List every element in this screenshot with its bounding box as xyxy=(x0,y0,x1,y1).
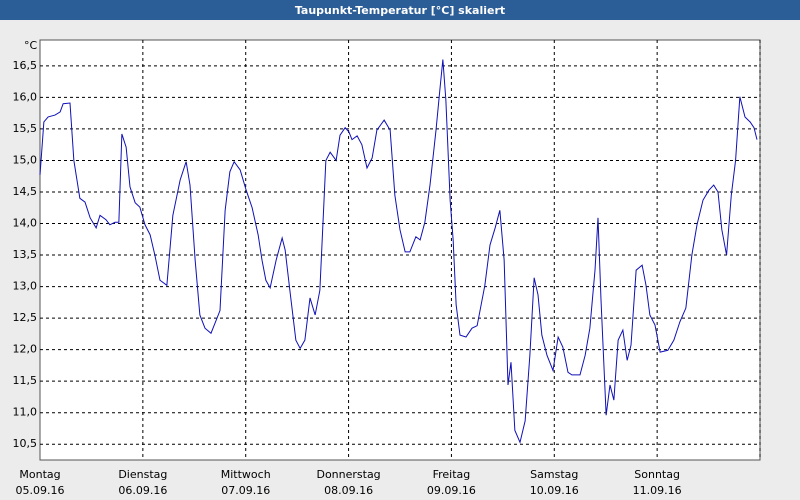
y-tick-label: 16,0 xyxy=(13,90,38,103)
x-tick-sublabel: 06.09.16 xyxy=(118,484,167,497)
x-tick-label: Mittwoch xyxy=(221,468,271,481)
x-tick-sublabel: 07.09.16 xyxy=(221,484,270,497)
y-tick-label: 13,5 xyxy=(13,248,38,261)
y-tick-label: 10,5 xyxy=(13,437,38,450)
y-tick-label: 15,5 xyxy=(13,122,38,135)
y-tick-label: 14,0 xyxy=(13,217,38,230)
x-tick-label: Samstag xyxy=(530,468,578,481)
x-tick-sublabel: 08.09.16 xyxy=(324,484,373,497)
x-tick-label: Sonntag xyxy=(634,468,680,481)
title-bar xyxy=(0,0,800,20)
y-tick-label: 12,0 xyxy=(13,343,38,356)
y-tick-label: 15,0 xyxy=(13,153,38,166)
y-tick-label: 13,0 xyxy=(13,280,38,293)
y-tick-label: 11,5 xyxy=(13,374,38,387)
y-tick-label: 11,0 xyxy=(13,406,38,419)
x-tick-label: Montag xyxy=(19,468,60,481)
y-tick-label: 14,5 xyxy=(13,185,38,198)
plot-area xyxy=(39,39,761,461)
x-tick-sublabel: 10.09.16 xyxy=(530,484,579,497)
x-tick-sublabel: 09.09.16 xyxy=(427,484,476,497)
x-tick-label: Donnerstag xyxy=(316,468,380,481)
x-tick-sublabel: 05.09.16 xyxy=(16,484,65,497)
data-line xyxy=(39,59,758,444)
y-unit: °C xyxy=(24,39,38,52)
x-tick-label: Dienstag xyxy=(118,468,167,481)
chart-title: Taupunkt-Temperatur [°C] skaliert xyxy=(295,4,505,17)
y-tick-label: 16,5 xyxy=(13,59,38,72)
x-tick-sublabel: 11.09.16 xyxy=(633,484,682,497)
x-tick-label: Freitag xyxy=(433,468,471,481)
y-tick-label: 12,5 xyxy=(13,311,38,324)
